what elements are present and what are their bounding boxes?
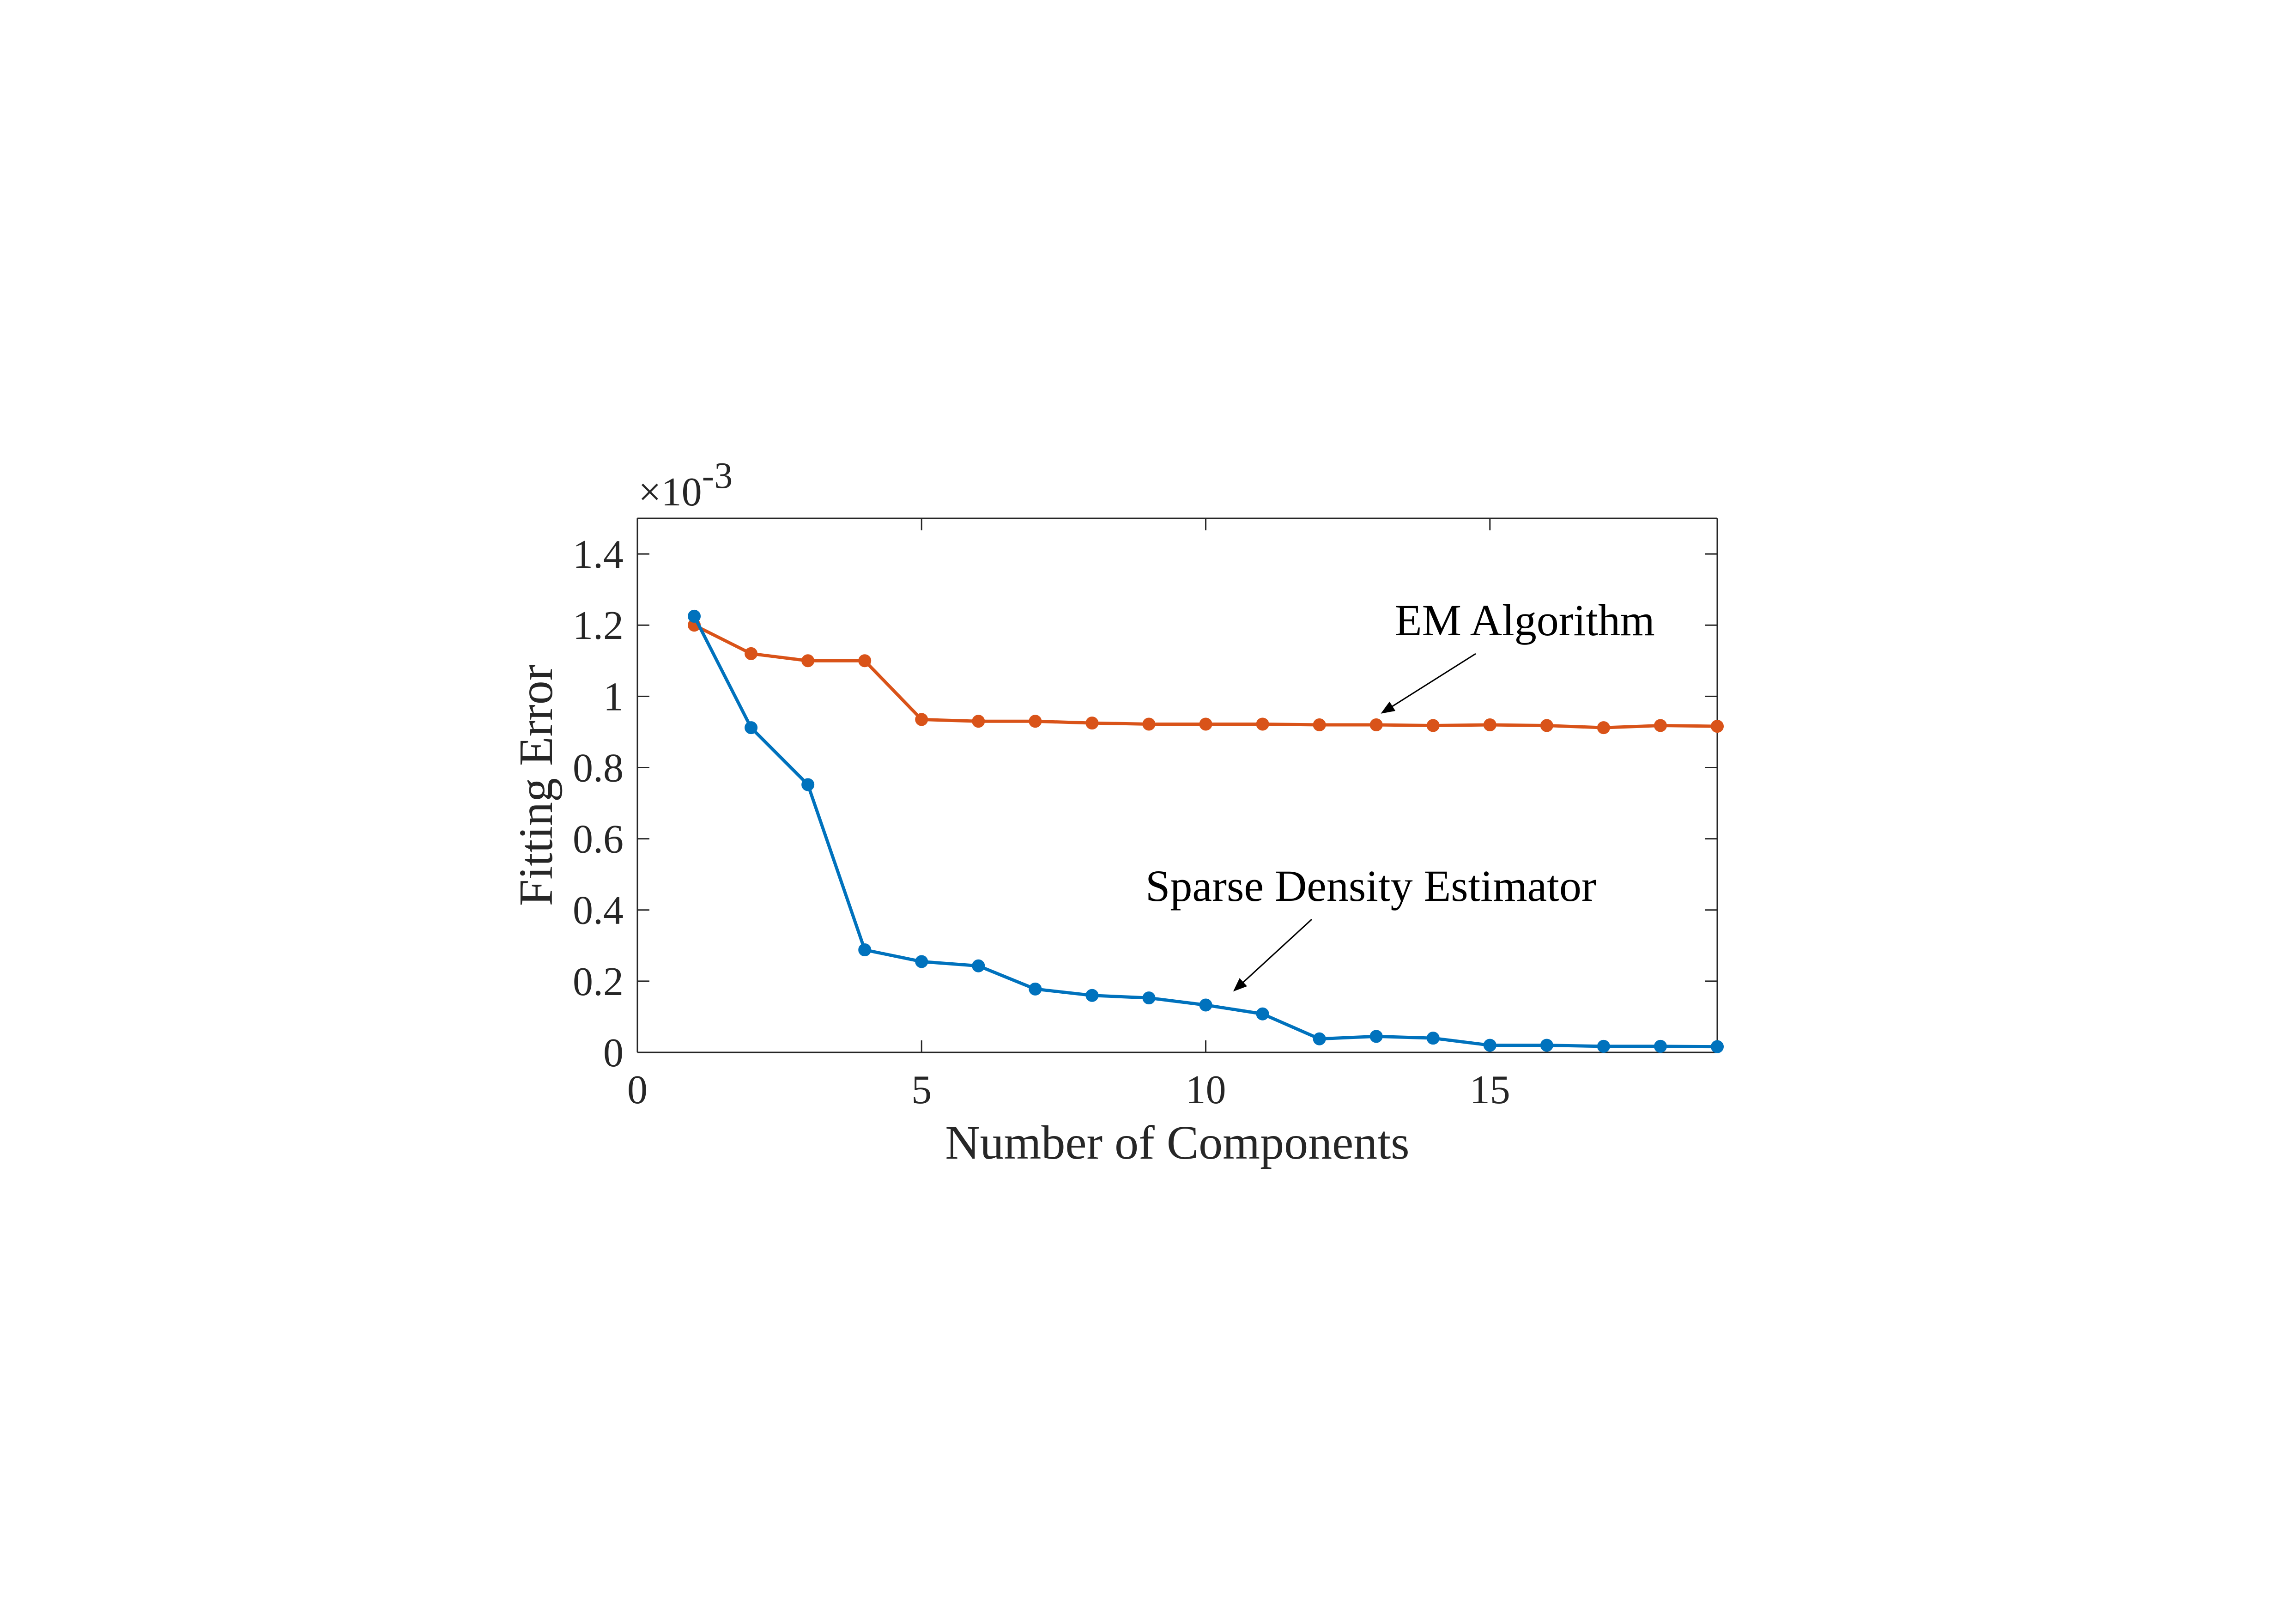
y-exponent-power: -3 <box>702 456 733 496</box>
data-point-em <box>1142 717 1156 731</box>
annotation-em: EM Algorithm <box>1381 595 1655 714</box>
annotation-text: EM Algorithm <box>1395 595 1655 645</box>
data-point-sde <box>1426 1032 1440 1045</box>
axes-frame <box>636 517 1718 1053</box>
data-point-sde <box>1540 1039 1553 1052</box>
data-point-em <box>1426 719 1440 732</box>
data-point-sde <box>1483 1039 1496 1052</box>
y-tick-label: 1.2 <box>573 603 624 648</box>
x-axis-label: Number of Components <box>945 1116 1409 1169</box>
x-tick-label: 10 <box>1186 1068 1226 1112</box>
y-axis-label: Fitting Error <box>509 665 563 906</box>
data-point-em <box>801 654 815 668</box>
data-point-em <box>858 654 872 668</box>
annotation-text: Sparse Density Estimator <box>1145 861 1596 911</box>
series-em <box>688 619 1724 735</box>
data-point-sde <box>1654 1039 1667 1053</box>
data-point-em <box>1483 718 1496 731</box>
y-tick-label: 1 <box>603 674 624 719</box>
data-point-em <box>1711 720 1724 733</box>
y-tick-label: 1.4 <box>573 532 624 577</box>
x-tick-label: 0 <box>627 1068 648 1112</box>
data-point-em <box>1540 719 1553 732</box>
data-point-sde <box>1313 1032 1326 1045</box>
data-point-em <box>1654 719 1667 732</box>
data-point-sde <box>858 943 872 957</box>
data-point-em <box>972 715 985 728</box>
data-point-sde <box>1256 1007 1269 1021</box>
data-point-sde <box>1199 998 1212 1012</box>
y-tick-label: 0 <box>603 1031 624 1075</box>
data-point-sde <box>972 959 985 972</box>
data-point-sde <box>1029 982 1042 996</box>
data-point-em <box>1369 718 1383 731</box>
data-point-em <box>1029 715 1042 728</box>
x-tick-label: 15 <box>1470 1068 1510 1112</box>
y-axis-ticks: 0 0.2 0.4 0.6 0.8 1 1.2 1.4 <box>573 532 1717 1075</box>
y-exponent-base: ×10 <box>638 470 702 515</box>
y-tick-label: 0.8 <box>573 746 624 790</box>
data-point-sde <box>688 609 701 623</box>
y-tick-label: 0.6 <box>573 817 624 862</box>
data-point-sde <box>1597 1039 1610 1053</box>
series-sde <box>688 609 1724 1053</box>
series-layer <box>688 609 1724 1053</box>
annotation-arrow <box>1381 653 1476 714</box>
data-point-em <box>1256 717 1269 731</box>
data-point-em <box>1313 718 1326 731</box>
data-point-em <box>1597 721 1610 735</box>
data-point-sde <box>801 778 815 791</box>
data-point-em <box>1199 717 1212 731</box>
data-point-sde <box>1711 1040 1724 1053</box>
data-point-sde <box>1085 989 1099 1002</box>
data-point-sde <box>1142 991 1156 1005</box>
annotation-arrow <box>1233 918 1313 992</box>
data-point-sde <box>1369 1030 1383 1043</box>
y-tick-label: 0.4 <box>573 888 624 933</box>
y-axis-exponent: ×10-3 <box>638 456 733 515</box>
data-point-em <box>745 647 758 660</box>
y-tick-label: 0.2 <box>573 960 624 1004</box>
annotation-sde: Sparse Density Estimator <box>1145 861 1596 992</box>
data-point-sde <box>745 721 758 735</box>
x-tick-label: 5 <box>911 1068 932 1112</box>
data-point-em <box>915 713 928 726</box>
data-point-sde <box>915 955 928 968</box>
plot-area <box>637 518 1717 1052</box>
annotation-layer: EM Algorithm Sparse Density Estimator <box>1145 595 1655 992</box>
data-point-em <box>1085 717 1099 730</box>
